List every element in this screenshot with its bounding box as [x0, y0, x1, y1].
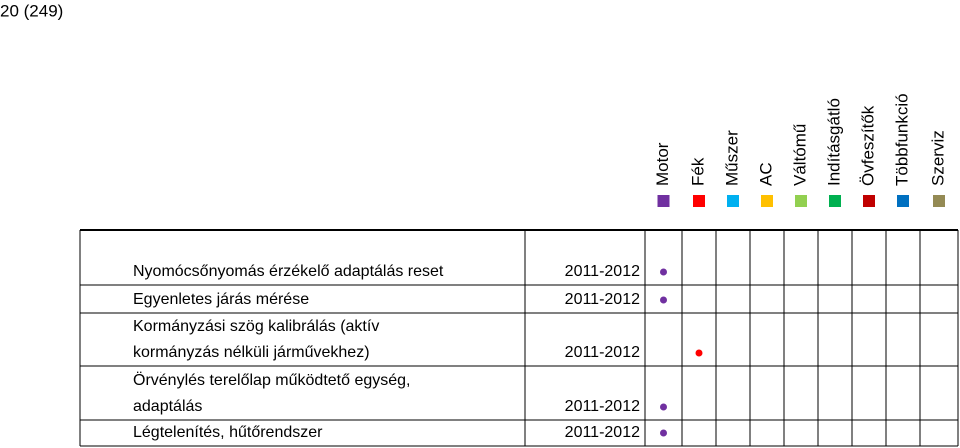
column-header: AC [756, 162, 775, 186]
column-header: Fék [688, 157, 707, 186]
row-text: Nyomócsőnyomás érzékelő adaptálás reset [133, 263, 444, 280]
column-header: Indításgátló [824, 98, 843, 186]
legend-square [727, 195, 739, 207]
row-years: 2011-2012 [565, 398, 640, 415]
legend-square [795, 195, 807, 207]
system-dot [660, 429, 667, 437]
row-text: kormányzás nélküli járművekhez) [133, 344, 370, 361]
column-header: Övfeszítők [858, 105, 877, 186]
row-years: 2011-2012 [565, 291, 640, 308]
row-text: Örvénylés terelőlap működtető egység, [133, 371, 410, 389]
system-dot [660, 403, 667, 411]
legend-square [761, 195, 773, 207]
row-text: Kormányzási szög kalibrálás (aktív [133, 318, 379, 335]
legend-square [829, 195, 841, 207]
column-header: Többfunkció [892, 93, 911, 186]
legend-square [863, 195, 875, 207]
row-years: 2011-2012 [565, 344, 640, 361]
legend-square [897, 195, 909, 207]
legend-square [933, 195, 945, 207]
legend-square [693, 195, 705, 207]
row-years: 2011-2012 [565, 263, 640, 280]
row-text: adaptálás [133, 398, 202, 415]
column-header: Műszer [722, 130, 741, 186]
column-header: Váltómű [790, 124, 809, 186]
system-dot [695, 349, 703, 357]
column-header: Szerviz [928, 130, 947, 186]
system-dot [660, 296, 667, 304]
row-years: 2011-2012 [565, 424, 640, 441]
row-text: Egyenletes járás mérése [133, 291, 309, 308]
page-number: 20 (249) [0, 1, 63, 20]
system-dot [660, 268, 667, 276]
column-header: Motor [653, 142, 672, 186]
row-text: Légtelenítés, hűtőrendszer [133, 424, 323, 441]
legend-square [657, 195, 670, 207]
